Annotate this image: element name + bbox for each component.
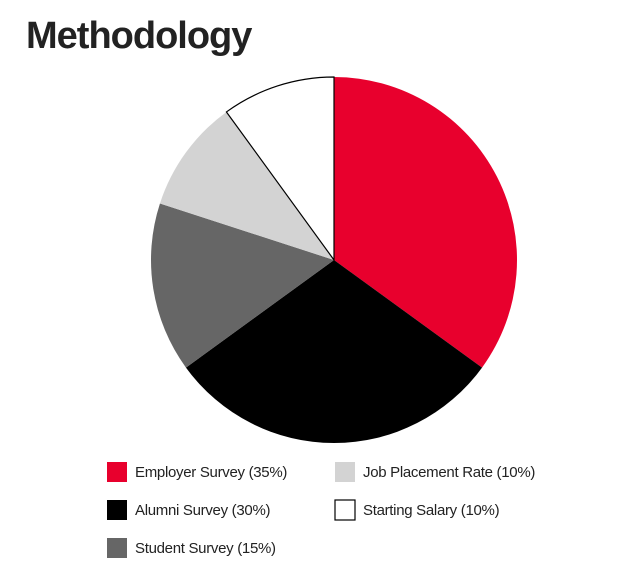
pie-slice	[185, 260, 483, 443]
legend-label: Alumni Survey (30%)	[135, 502, 270, 519]
pie-slice	[225, 76, 335, 262]
chart-title: Methodology	[26, 15, 252, 57]
legend-label: Starting Salary (10%)	[363, 502, 500, 519]
legend-swatch	[107, 538, 127, 558]
legend-label: Student Survey (15%)	[135, 540, 276, 557]
pie-slice	[334, 77, 517, 368]
legend-swatch	[107, 500, 127, 520]
legend-label: Job Placement Rate (10%)	[363, 464, 535, 481]
legend-label: Employer Survey (35%)	[135, 464, 287, 481]
pie-slice	[159, 111, 334, 260]
pie-slice	[150, 203, 334, 368]
legend-swatch	[334, 499, 356, 521]
legend-swatch	[107, 462, 127, 482]
legend-swatch	[335, 462, 355, 482]
